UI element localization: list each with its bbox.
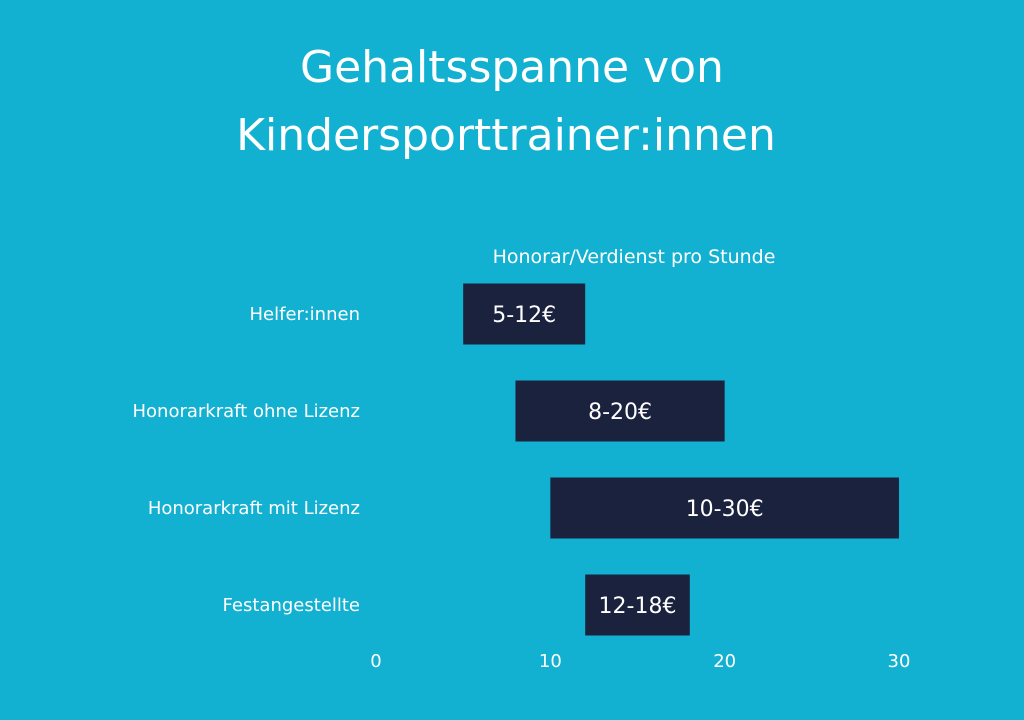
bar-value-label: 12-18€ <box>599 594 677 619</box>
category-label: Honorarkraft ohne Lizenz <box>133 401 361 422</box>
x-tick-label: 0 <box>370 651 381 672</box>
x-tick-label: 20 <box>713 651 736 672</box>
category-labels: Helfer:innen Honorarkraft ohne Lizenz Hono… <box>133 304 361 616</box>
bar-value-label: 8-20€ <box>588 400 652 425</box>
chart-title-line-2: Kindersporttrainer:innen <box>236 110 776 161</box>
category-label: Helfer:innen <box>250 304 360 325</box>
x-tick-label: 30 <box>888 651 911 672</box>
category-label: Honorarkraft mit Lizenz <box>148 498 360 519</box>
chart-subtitle: Honorar/Verdienst pro Stunde <box>493 246 776 268</box>
range-bar <box>463 283 586 345</box>
range-bar <box>585 574 690 636</box>
chart-title-line-1: Gehaltsspanne von <box>300 42 724 93</box>
bars: 5-12€ 8-20€ 10-30€ 12-18€ <box>463 283 899 636</box>
category-label: Festangestellte <box>223 595 360 616</box>
bar-value-label: 5-12€ <box>492 303 556 328</box>
x-axis-ticks: 0 10 20 30 <box>370 651 910 672</box>
bar-value-label: 10-30€ <box>686 497 764 522</box>
x-tick-label: 10 <box>539 651 562 672</box>
range-bar <box>550 477 899 539</box>
range-bar <box>515 380 725 442</box>
